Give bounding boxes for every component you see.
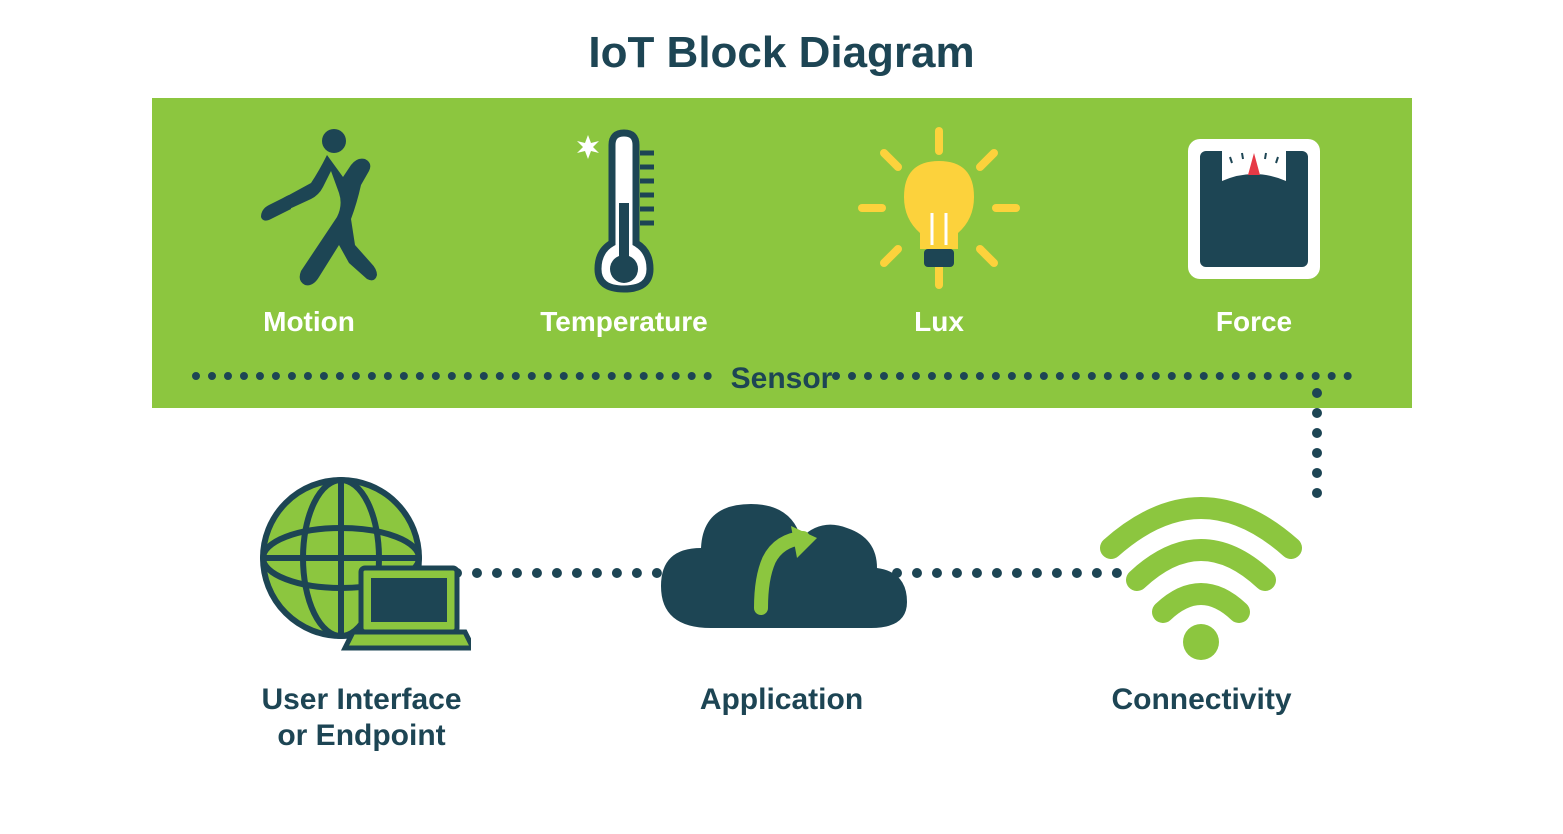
bottom-item-ui: User Interfaceor Endpoint	[154, 468, 570, 754]
sensor-label: Temperature	[540, 306, 708, 338]
bottom-item-connectivity: Connectivity	[994, 468, 1410, 718]
scale-icon	[1174, 118, 1334, 298]
sensor-label: Motion	[263, 306, 355, 338]
sensor-label: Lux	[914, 306, 964, 338]
globe-laptop-icon	[251, 468, 471, 668]
runner-icon	[239, 118, 379, 298]
diagram-title: IoT Block Diagram	[0, 0, 1563, 98]
bottom-label: Connectivity	[1111, 682, 1291, 718]
wifi-icon	[1091, 468, 1311, 668]
sensor-item-lux: Lux	[782, 118, 1097, 338]
bottom-row: User Interfaceor Endpoint Application	[152, 468, 1412, 754]
sensor-label: Force	[1216, 306, 1292, 338]
sensor-item-motion: Motion	[152, 118, 467, 338]
bottom-label: User Interfaceor Endpoint	[261, 682, 461, 754]
sensor-block: Motion Temper	[152, 98, 1412, 408]
bottom-item-application: Application	[574, 468, 990, 718]
bulb-icon	[854, 118, 1024, 298]
cloud-icon	[641, 468, 921, 668]
sensor-block-title: Sensor	[152, 362, 1412, 396]
sensor-item-force: Force	[1097, 118, 1412, 338]
sensor-item-temperature: Temperature	[467, 118, 782, 338]
thermometer-icon	[554, 118, 694, 298]
bottom-label: Application	[700, 682, 863, 718]
